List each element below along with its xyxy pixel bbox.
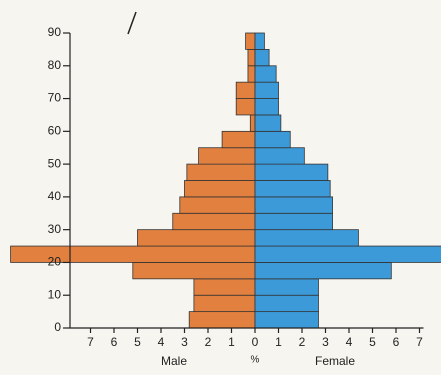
bar: [254, 130, 291, 149]
bar: [254, 196, 333, 214]
bar: [254, 180, 331, 198]
bar: [172, 212, 256, 231]
x-tick-label: 6: [111, 335, 118, 349]
bar: [254, 294, 319, 313]
bar: [188, 311, 256, 329]
bar: [254, 245, 441, 263]
y-tick-label: 90: [48, 25, 62, 39]
bar: [137, 229, 256, 247]
bar: [179, 196, 256, 214]
bar: [254, 311, 319, 329]
bar: [193, 278, 256, 296]
bar: [186, 163, 256, 181]
bar: [254, 48, 270, 67]
x-tick-label: 4: [346, 335, 353, 349]
x-tick-label: 5: [134, 335, 141, 349]
bar: [249, 114, 256, 132]
legend-label: Female: [315, 354, 355, 368]
bar: [254, 163, 329, 181]
legend-label: Male: [161, 354, 187, 368]
bar: [198, 147, 256, 165]
y-tick-label: 0: [54, 320, 61, 334]
bar: [193, 294, 256, 313]
x-tick-label: 0: [252, 335, 259, 349]
bar: [254, 147, 305, 165]
x-tick-label: 5: [369, 335, 376, 349]
bar: [254, 98, 279, 116]
x-tick-label: 3: [322, 335, 329, 349]
x-tick-label: 7: [416, 335, 423, 349]
bar: [247, 65, 256, 83]
y-tick-label: 40: [48, 189, 62, 203]
bar: [132, 262, 256, 280]
pen-stroke: [127, 11, 137, 35]
bar: [221, 130, 256, 149]
x-tick-label: 1: [275, 335, 282, 349]
bar: [247, 48, 256, 67]
bar: [254, 81, 279, 99]
bar: [254, 278, 319, 296]
x-tick-label: 4: [158, 335, 165, 349]
x-tick-label: 6: [393, 335, 400, 349]
bar: [245, 32, 256, 50]
x-tick-label: 7: [87, 335, 94, 349]
bar: [254, 212, 333, 231]
bar: [254, 65, 277, 83]
y-tick-label: 70: [48, 91, 62, 105]
bar: [235, 81, 256, 99]
bar: [254, 32, 265, 50]
x-axis-label: %: [251, 355, 260, 366]
bar: [235, 98, 256, 116]
bar: [184, 180, 256, 198]
bar: [254, 262, 392, 280]
plot: 0 10 20 30 40 50 60 70 80 90 0 1 1 2 2 3 3 4 4 5 5 6 6 7 7 Male% F…: [10, 25, 441, 368]
y-tick-label: 50: [48, 156, 62, 170]
y-tick-label: 10: [48, 287, 62, 301]
y-tick-label: 80: [48, 58, 62, 72]
x-tick-label: 2: [205, 335, 212, 349]
bar: [254, 114, 282, 132]
x-tick-label: 3: [181, 335, 188, 349]
y-tick-label: 30: [48, 222, 62, 236]
bar: [254, 229, 359, 247]
x-tick-label: 2: [299, 335, 306, 349]
x-tick-label: 1: [228, 335, 235, 349]
y-tick-label: 60: [48, 124, 62, 138]
y-tick-label: 20: [48, 255, 62, 269]
